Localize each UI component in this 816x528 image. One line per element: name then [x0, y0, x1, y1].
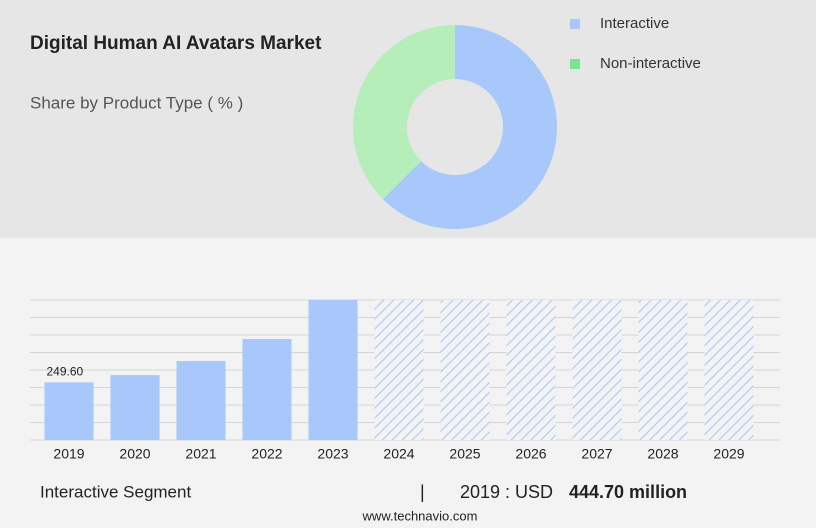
x-tick-label: 2029: [713, 446, 744, 462]
bar: [308, 300, 358, 440]
forecast-bar: [638, 300, 688, 440]
x-tick-label: 2022: [251, 446, 282, 462]
forecast-bar: [506, 300, 556, 440]
x-tick-label: 2020: [119, 446, 150, 462]
x-tick-label: 2028: [647, 446, 678, 462]
legend-label: Interactive: [600, 15, 669, 32]
forecast-bar: [572, 300, 622, 440]
x-tick-label: 2024: [383, 446, 414, 462]
x-tick-label: 2026: [515, 446, 546, 462]
segment-label: Interactive Segment: [40, 482, 191, 501]
x-tick-label: 2019: [53, 446, 84, 462]
legend-swatch: [570, 59, 580, 69]
forecast-bar: [704, 300, 754, 440]
year-label: 2019 : USD: [460, 482, 553, 502]
x-tick-label: 2021: [185, 446, 216, 462]
x-tick-label: 2027: [581, 446, 612, 462]
data-label: 249.60: [47, 365, 84, 379]
source: www.technavio.com: [362, 508, 478, 523]
donut-slice: [382, 25, 557, 230]
chart-title: Digital Human AI Avatars Market: [30, 33, 322, 54]
legend-label: Non-interactive: [600, 55, 701, 72]
separator: |: [420, 482, 425, 502]
legend-swatch: [570, 19, 580, 29]
bar: [176, 360, 226, 440]
forecast-bar: [374, 300, 424, 440]
bar: [44, 382, 94, 440]
bar: [242, 339, 292, 440]
forecast-bar: [440, 300, 490, 440]
chart-subtitle: Share by Product Type ( % ): [30, 93, 243, 112]
headline-value: 444.70 million: [569, 482, 687, 502]
x-tick-label: 2025: [449, 446, 480, 462]
bar: [110, 375, 160, 440]
donut-slice: [353, 25, 455, 200]
x-tick-label: 2023: [317, 446, 348, 462]
